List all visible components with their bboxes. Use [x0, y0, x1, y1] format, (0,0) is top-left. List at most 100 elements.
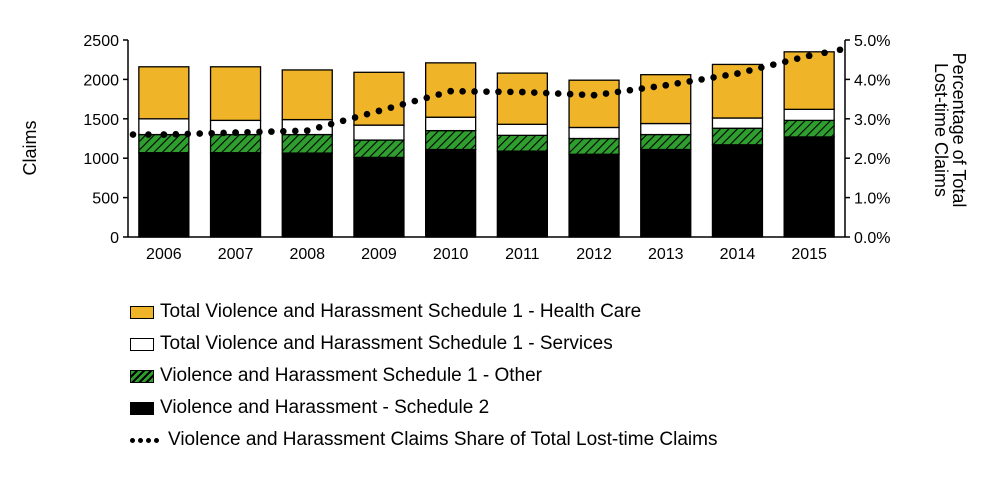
x-tick-label-2009: 2009: [361, 246, 397, 263]
y-tick-label-0: 0: [110, 230, 119, 247]
line-dot-4: [184, 130, 192, 138]
line-dot-10: [256, 128, 263, 136]
bar-violence-and-harassment-schedule-1-other-2008: [281, 133, 333, 154]
bar-violence-and-harassment-schedule-1-other-2007: [209, 133, 262, 154]
line-dot-57: [821, 49, 828, 57]
bar-total-violence-and-harassment-schedule-1-services-2013: [640, 122, 692, 136]
legend-swatch-other: [130, 369, 154, 383]
line-dot-13: [292, 127, 299, 135]
bar-violence-and-harassment-schedule-2-2011: [496, 150, 549, 238]
line-dot-42: [638, 85, 646, 92]
line-dot-49: [722, 72, 729, 79]
y2-tick-label-5-0: 5.0%: [854, 33, 890, 50]
bar-violence-and-harassment-schedule-1-other-2009: [353, 139, 405, 159]
line-point-2006: [160, 131, 168, 138]
bar-total-violence-and-harassment-schedule-1-health-care-2015: [783, 51, 835, 110]
line-dot-21: [387, 104, 395, 111]
legend-item-schedule-2: Violence and Harassment - Schedule 2: [130, 392, 717, 424]
line-dot-27: [459, 88, 466, 95]
line-dot-33: [531, 89, 538, 96]
line-dot-28: [471, 88, 478, 95]
bar-violence-and-harassment-schedule-2-2014: [711, 144, 764, 238]
legend-label-other: Violence and Harassment Schedule 1 - Oth…: [160, 365, 542, 386]
bar-violence-and-harassment-schedule-2-2008: [281, 152, 333, 238]
legend-label-share-line: Violence and Harassment Claims Share of …: [168, 429, 718, 450]
line-point-2014: [734, 70, 741, 77]
bar-total-violence-and-harassment-schedule-1-health-care-2007: [209, 66, 262, 122]
legend: Total Violence and Harassment Schedule 1…: [130, 296, 717, 456]
x-tick-label-2013: 2013: [648, 246, 684, 263]
axes-layer: 0 500 1000 1500 2000 2500 0.0% 1.0% 2.0% 3.0% 4.0%…: [83, 33, 890, 263]
legend-swatch-health-care: [130, 305, 154, 319]
line-dot-35: [554, 90, 562, 97]
legend-item-health-care: Total Violence and Harassment Schedule 1…: [130, 296, 717, 328]
y2-tick-label-0-0: 0.0%: [854, 230, 890, 247]
line-point-2015: [805, 52, 813, 60]
bar-total-violence-and-harassment-schedule-1-health-care-2006: [138, 66, 190, 120]
line-dot-6: [208, 129, 215, 137]
line-dot-24: [423, 94, 431, 102]
bar-violence-and-harassment-schedule-1-other-2013: [640, 133, 692, 151]
line-dot-23: [411, 97, 419, 105]
line-point-2012: [590, 91, 598, 99]
line-dot-29: [483, 88, 490, 95]
legend-item-services: Total Violence and Harassment Schedule 1…: [130, 328, 717, 360]
bar-total-violence-and-harassment-schedule-1-health-care-2013: [640, 74, 692, 125]
bar-violence-and-harassment-schedule-1-other-2010: [424, 129, 477, 151]
line-dot-54: [781, 58, 789, 65]
line-dot-31: [507, 88, 514, 96]
bar-total-violence-and-harassment-schedule-1-health-care-2012: [568, 79, 620, 129]
legend-swatch-services: [130, 337, 154, 351]
x-tick-label-2007: 2007: [218, 246, 254, 263]
legend-label-services: Total Violence and Harassment Schedule 1…: [160, 333, 613, 354]
bar-violence-and-harassment-schedule-1-other-2012: [568, 137, 620, 155]
y-tick-label-500: 500: [92, 191, 119, 208]
bar-violence-and-harassment-schedule-2-2007: [209, 152, 262, 238]
y-tick-label-1500: 1500: [83, 112, 119, 129]
line-dot-39: [602, 90, 610, 97]
bar-violence-and-harassment-schedule-2-2012: [568, 153, 620, 238]
line-dot-16: [327, 120, 335, 128]
legend-swatch-schedule-2: [130, 401, 154, 415]
line-dot-45: [674, 80, 681, 87]
bar-violence-and-harassment-schedule-2-2013: [640, 148, 692, 238]
line-dot-46: [686, 78, 693, 85]
line-dot-51: [746, 67, 753, 74]
bar-violence-and-harassment-schedule-1-other-2015: [783, 119, 835, 138]
bar-violence-and-harassment-schedule-1-other-2014: [711, 127, 764, 146]
bar-total-violence-and-harassment-schedule-1-services-2011: [496, 123, 549, 136]
bar-violence-and-harassment-schedule-2-2015: [783, 136, 835, 238]
y2-axis-title-line-1: Percentage of Total: [949, 53, 969, 208]
bar-violence-and-harassment-schedule-1-other-2011: [496, 134, 549, 152]
y-tick-label-2000: 2000: [83, 72, 119, 89]
line-dot-12: [280, 127, 287, 135]
bar-total-violence-and-harassment-schedule-1-services-2010: [424, 116, 477, 132]
legend-label-schedule-2: Violence and Harassment - Schedule 2: [160, 397, 490, 418]
line-dot-37: [578, 91, 586, 98]
bar-total-violence-and-harassment-schedule-1-services-2014: [711, 117, 764, 129]
y-tick-label-1000: 1000: [83, 151, 119, 168]
line-dot-55: [793, 55, 801, 63]
x-tick-label-2014: 2014: [720, 246, 756, 263]
x-tick-label-2011: 2011: [505, 246, 540, 263]
line-dot-43: [650, 83, 658, 91]
line-dot-15: [315, 124, 323, 131]
line-point-2013: [662, 82, 670, 89]
bars-layer: [138, 51, 835, 238]
line-dot-48: [710, 74, 717, 81]
bar-total-violence-and-harassment-schedule-1-health-care-2011: [496, 72, 549, 125]
bar-violence-and-harassment-schedule-2-2009: [353, 156, 405, 238]
bar-total-violence-and-harassment-schedule-1-health-care-2008: [281, 69, 333, 121]
legend-item-other: Violence and Harassment Schedule 1 - Oth…: [130, 360, 717, 392]
line-dot-52: [758, 64, 765, 71]
line-point-2009: [375, 107, 383, 115]
line-dot-0: [129, 131, 137, 138]
line-dot-53: [770, 61, 777, 68]
legend-label-health-care: Total Violence and Harassment Schedule 1…: [160, 301, 642, 322]
line-point-2011: [519, 88, 526, 96]
y2-tick-label-3-0: 3.0%: [854, 112, 890, 129]
x-tick-label-2010: 2010: [433, 246, 469, 263]
line-dot-36: [566, 90, 574, 98]
